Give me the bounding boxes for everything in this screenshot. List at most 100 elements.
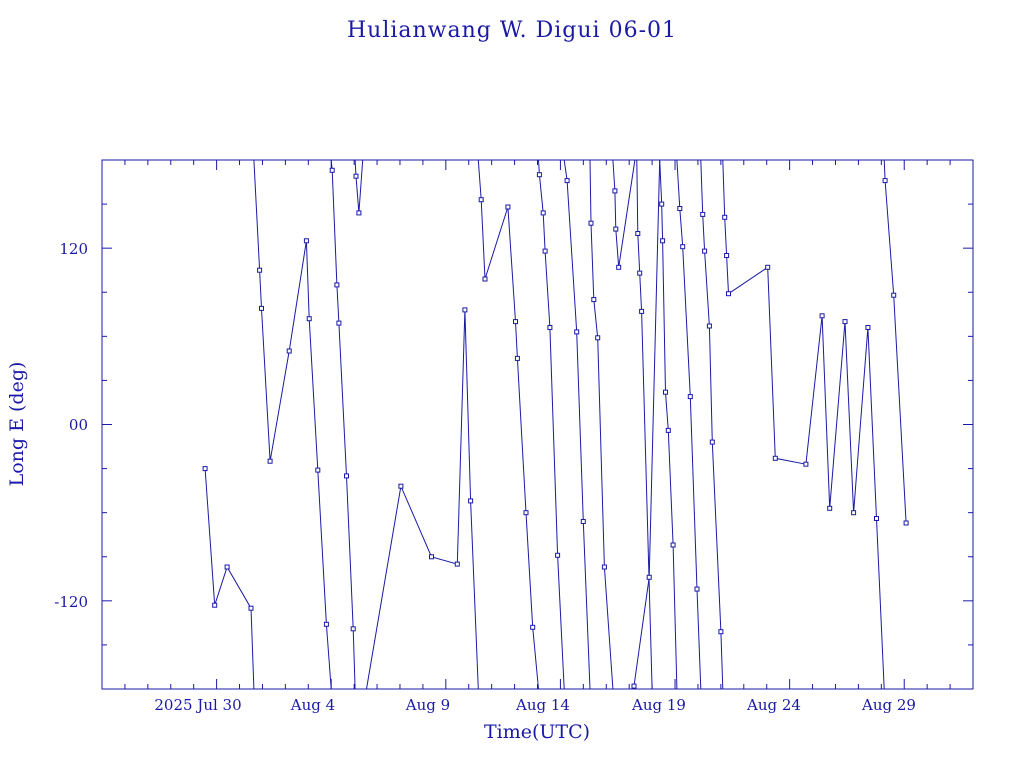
series-line bbox=[612, 159, 636, 268]
data-point-marker bbox=[903, 520, 909, 526]
data-point-marker bbox=[429, 554, 434, 560]
data-point-marker bbox=[478, 197, 484, 203]
data-point-marker bbox=[680, 244, 686, 250]
x-axis-ticks bbox=[101, 160, 974, 689]
data-point-marker bbox=[612, 188, 618, 194]
data-point-marker bbox=[555, 552, 561, 558]
data-point-marker bbox=[259, 305, 264, 311]
data-point-marker bbox=[224, 564, 230, 570]
data-point-marker bbox=[329, 167, 335, 173]
data-point-marker bbox=[726, 291, 731, 297]
data-point-marker bbox=[722, 214, 728, 220]
data-point-marker bbox=[659, 201, 665, 207]
data-point-marker bbox=[700, 211, 706, 217]
plot-frame bbox=[101, 159, 974, 690]
data-point-marker bbox=[336, 320, 342, 326]
data-point-marker bbox=[536, 172, 542, 178]
y-axis-tick-labels: 120 00 -120 bbox=[54, 240, 88, 611]
y-tick-label: 00 bbox=[69, 416, 88, 434]
data-point-marker bbox=[454, 561, 460, 567]
x-tick-label: Aug 9 bbox=[405, 696, 450, 714]
data-point-marker bbox=[631, 683, 637, 689]
data-point-marker bbox=[865, 325, 871, 330]
data-point-marker bbox=[334, 282, 340, 288]
series-line bbox=[253, 159, 332, 690]
x-axis-label: Time(UTC) bbox=[484, 721, 590, 743]
series-line bbox=[538, 159, 565, 690]
series-line bbox=[477, 159, 539, 690]
data-point-marker bbox=[882, 178, 888, 184]
data-point-marker bbox=[542, 248, 548, 254]
data-point-marker bbox=[356, 210, 362, 216]
data-point-marker bbox=[637, 270, 643, 276]
data-point-marker bbox=[344, 473, 349, 479]
x-tick-label: 2025 Jul 30 bbox=[154, 696, 241, 714]
data-point-marker bbox=[350, 626, 356, 632]
data-point-marker bbox=[724, 253, 730, 258]
series-line bbox=[589, 159, 614, 690]
series-line bbox=[700, 159, 724, 690]
data-point-marker bbox=[851, 510, 857, 516]
data-point-marker bbox=[574, 329, 580, 335]
data-point-marker bbox=[257, 267, 263, 273]
data-point-marker bbox=[819, 313, 825, 319]
data-point-marker bbox=[580, 519, 586, 524]
x-tick-label: Aug 29 bbox=[861, 696, 916, 714]
data-point-marker bbox=[842, 319, 848, 325]
data-point-marker bbox=[718, 629, 724, 635]
data-point-marker bbox=[286, 348, 292, 354]
data-point-marker bbox=[514, 355, 520, 361]
data-point-marker bbox=[306, 316, 312, 322]
series-line bbox=[330, 159, 356, 690]
data-point-marker bbox=[677, 206, 683, 211]
data-point-marker bbox=[468, 498, 474, 504]
y-tick-label: -120 bbox=[54, 593, 88, 611]
data-point-marker bbox=[706, 323, 712, 329]
data-point-marker bbox=[639, 308, 645, 314]
data-point-marker bbox=[635, 231, 641, 236]
x-tick-label: Aug 4 bbox=[290, 696, 335, 714]
data-point-marker bbox=[353, 173, 359, 179]
data-point-marker bbox=[827, 505, 833, 511]
chart-title: Hulianwang W. Digui 06-01 bbox=[347, 18, 677, 43]
data-point-marker bbox=[687, 394, 693, 400]
y-axis-label: Long E (deg) bbox=[6, 362, 28, 487]
series-markers bbox=[202, 167, 909, 689]
data-point-marker bbox=[891, 292, 897, 298]
data-point-marker bbox=[303, 238, 309, 244]
data-point-marker bbox=[660, 238, 666, 244]
data-point-marker bbox=[202, 466, 208, 472]
data-point-marker bbox=[547, 325, 553, 330]
data-point-marker bbox=[482, 276, 488, 282]
y-axis-ticks bbox=[102, 203, 973, 646]
data-point-marker bbox=[513, 319, 518, 325]
series-line bbox=[883, 159, 907, 524]
data-point-marker bbox=[709, 439, 715, 445]
x-tick-label: Aug 19 bbox=[631, 696, 686, 714]
data-point-marker bbox=[248, 605, 254, 611]
x-axis-tick-labels: 2025 Jul 30 Aug 4 Aug 9 Aug 14 Aug 19 Au… bbox=[154, 696, 916, 714]
data-point-marker bbox=[315, 467, 321, 473]
data-point-marker bbox=[540, 210, 546, 216]
data-point-marker bbox=[803, 461, 809, 467]
data-point-marker bbox=[530, 624, 536, 630]
data-point-marker bbox=[772, 455, 778, 461]
data-point-marker bbox=[874, 516, 879, 521]
series-line bbox=[354, 159, 364, 213]
data-point-marker bbox=[616, 264, 622, 270]
data-point-marker bbox=[646, 574, 652, 580]
series-lines bbox=[204, 159, 907, 690]
data-point-marker bbox=[462, 307, 468, 313]
data-point-marker bbox=[564, 178, 570, 184]
data-point-marker bbox=[765, 264, 771, 270]
data-point-marker bbox=[702, 248, 708, 254]
data-point-marker bbox=[613, 226, 619, 232]
series-line bbox=[204, 468, 255, 690]
data-point-marker bbox=[267, 458, 273, 464]
y-tick-label: 120 bbox=[59, 240, 88, 258]
series-line bbox=[366, 309, 479, 690]
data-point-marker bbox=[523, 510, 529, 516]
data-point-marker bbox=[323, 621, 329, 627]
data-point-marker bbox=[670, 542, 676, 548]
